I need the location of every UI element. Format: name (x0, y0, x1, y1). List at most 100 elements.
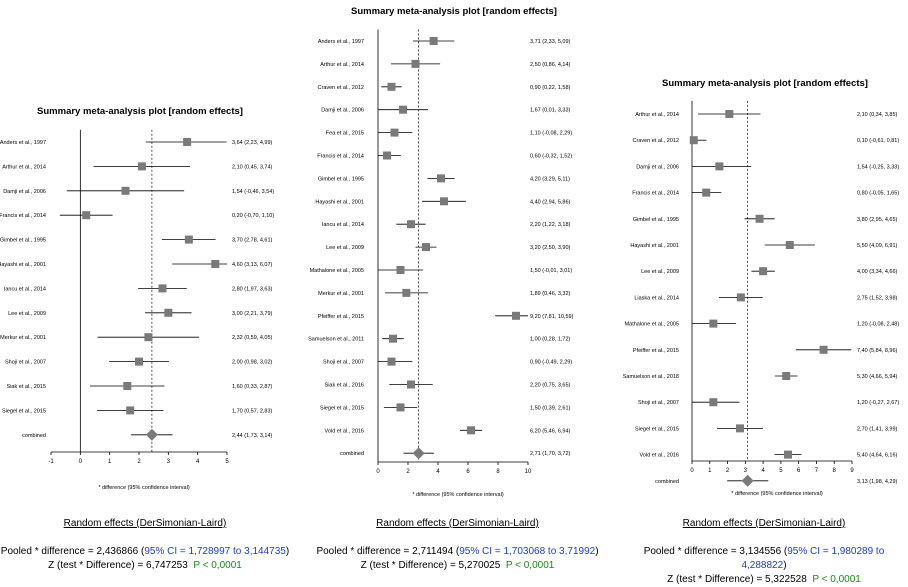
study-label: Pfeiffer et al., 2015 (318, 314, 364, 320)
x-tick-label: 4 (196, 459, 200, 465)
study-ci-text: 2,75 (1,52, 3,98) (857, 295, 898, 301)
study-ci-text: 0,90 (0,22, 1,58) (530, 85, 571, 91)
study-point (164, 308, 173, 317)
study-ci-text: 2,10 (0,45, 3,74) (232, 164, 273, 170)
p-value: P < 0,0001 (505, 560, 555, 571)
study-point (819, 345, 828, 354)
study-label: Gimbel et al., 1995 (633, 217, 679, 223)
forest-panel-0: Summary meta-analysis plot [random effec… (0, 106, 274, 491)
x-tick-label: 5 (779, 468, 783, 474)
study-label: Iancu et al., 2014 (322, 222, 364, 228)
x-tick-label: 8 (833, 468, 837, 474)
study-ci-text: 2,10 (0,34, 3,85) (857, 112, 898, 118)
pooled-ci: 95% CI = 1,728997 to 3,144735 (144, 546, 286, 557)
x-tick-label: 4 (761, 468, 765, 474)
study-label: Lee et al., 2009 (8, 311, 46, 317)
study-point (389, 334, 397, 343)
combined-diamond (145, 428, 158, 441)
study-ci-text: 0,20 (-0,70, 1,10) (232, 213, 274, 219)
study-point (467, 426, 475, 435)
study-point (429, 37, 438, 45)
x-tick-label: 9 (850, 468, 854, 474)
study-label: Craven et al., 2012 (633, 138, 679, 144)
study-label: Gimbel et al., 1995 (0, 238, 46, 244)
study-ci-text: 1,70 (0,57, 2,83) (232, 408, 273, 414)
combined-label: combined (22, 433, 46, 439)
forest-panel-2: Summary meta-analysis plot [random effec… (623, 78, 900, 497)
x-tick-label: 10 (525, 469, 532, 475)
forest-panel-1: Summary meta-analysis plot [random effec… (308, 6, 573, 498)
study-point (755, 214, 764, 223)
plot-title: Summary meta-analysis plot [random effec… (662, 78, 868, 89)
summary-middle: Random effects (DerSimonian-Laird) Poole… (305, 517, 610, 573)
study-ci-text: 0,90 (-0,49, 2,29) (530, 360, 572, 366)
study-point (82, 211, 91, 220)
method-label: Random effects (DerSimonian-Laird) (682, 518, 846, 529)
study-ci-text: 2,00 (0,98, 3,02) (232, 360, 273, 366)
study-point (736, 424, 744, 433)
study-ci-text: 1,20 (-0,27, 2,67) (857, 400, 899, 406)
x-axis-label: * difference (95% confidence interval) (412, 492, 503, 498)
study-ci-text: 5,40 (4,64, 6,16) (857, 453, 898, 459)
x-axis-label: * difference (95% confidence interval) (98, 485, 189, 491)
study-point (211, 260, 220, 268)
study-label: Siegel et al., 2015 (635, 426, 679, 432)
study-ci-text: 1,50 (0,39, 2,61) (530, 405, 571, 411)
study-label: Pfeiffer et al., 2015 (633, 348, 679, 354)
study-point (121, 186, 130, 195)
study-point (144, 333, 153, 342)
x-tick-label: 5 (225, 459, 229, 465)
study-ci-text: 1,60 (0,33, 2,87) (232, 384, 273, 390)
method-label: Random effects (DerSimonian-Laird) (376, 518, 539, 529)
study-point (689, 136, 698, 145)
study-label: Samuelson et al., 2011 (308, 337, 364, 343)
study-label: Shoji et al., 2007 (323, 360, 364, 366)
study-point (437, 174, 445, 183)
study-ci-text: 6,20 (5,46, 6,94) (530, 428, 571, 434)
z-line: Z (test * Difference) = 6,747253 P < 0,0… (48, 560, 242, 571)
x-tick-label: 0 (690, 468, 694, 474)
study-point (137, 162, 146, 171)
study-ci-text: 1,67 (0,01, 3,33) (530, 108, 571, 114)
study-label: Samuelson et al., 2018 (623, 374, 679, 380)
study-label: Liaska et al., 2014 (634, 295, 679, 301)
study-ci-text: 2,70 (1,41, 3,99) (857, 426, 898, 432)
study-ci-text: 2,20 (1,22, 3,18) (530, 222, 571, 228)
study-label: Damji et al., 2006 (3, 189, 46, 195)
x-tick-label: 0 (376, 469, 380, 475)
study-ci-text: 1,54 (-0,25, 3,33) (857, 164, 899, 170)
study-ci-text: 4,40 (2,94, 5,86) (530, 199, 571, 205)
study-label: Arthur et al., 2014 (2, 164, 46, 170)
study-point (782, 372, 791, 380)
plot-title: Summary meta-analysis plot [random effec… (37, 106, 243, 117)
study-label: Arthur et al., 2014 (320, 62, 364, 68)
x-tick-label: 1 (708, 468, 712, 474)
study-point (399, 105, 408, 114)
study-point (123, 382, 132, 390)
combined-label: combined (655, 479, 679, 485)
x-tick-label: 4 (436, 469, 440, 475)
study-label: Lee et al., 2009 (326, 245, 364, 251)
study-ci-text: 3,70 (2,78, 4,61) (232, 238, 273, 244)
study-ci-text: 2,32 (0,59, 4,05) (232, 335, 273, 341)
study-ci-text: 3,64 (2,23, 4,99) (232, 140, 273, 146)
study-point (512, 311, 520, 320)
study-ci-text: 1,89 (0,46, 3,32) (530, 291, 571, 297)
study-label: Hayashi et al., 2001 (630, 243, 679, 249)
study-point (387, 82, 396, 91)
study-ci-text: 4,20 (3,29, 5,11) (530, 176, 570, 182)
study-ci-text: 7,40 (5,84, 8,96) (857, 348, 898, 354)
study-label: Siak et al., 2015 (7, 384, 46, 390)
study-label: Francis et al., 2014 (632, 191, 679, 197)
study-label: Arthur et al., 2014 (635, 112, 679, 118)
study-point (184, 235, 193, 244)
study-ci-text: 4,00 (3,34, 4,66) (857, 269, 898, 275)
combined-diamond (741, 474, 754, 487)
study-label: Mathalone et al., 2005 (310, 268, 364, 274)
x-tick-label: 8 (496, 469, 500, 475)
study-label: Craven et al., 2012 (318, 85, 364, 91)
study-point (702, 188, 711, 197)
study-label: Shoji et al., 2007 (5, 360, 46, 366)
study-label: Francis et al., 2014 (0, 213, 46, 219)
plot-title: Summary meta-analysis plot [random effec… (351, 6, 557, 17)
